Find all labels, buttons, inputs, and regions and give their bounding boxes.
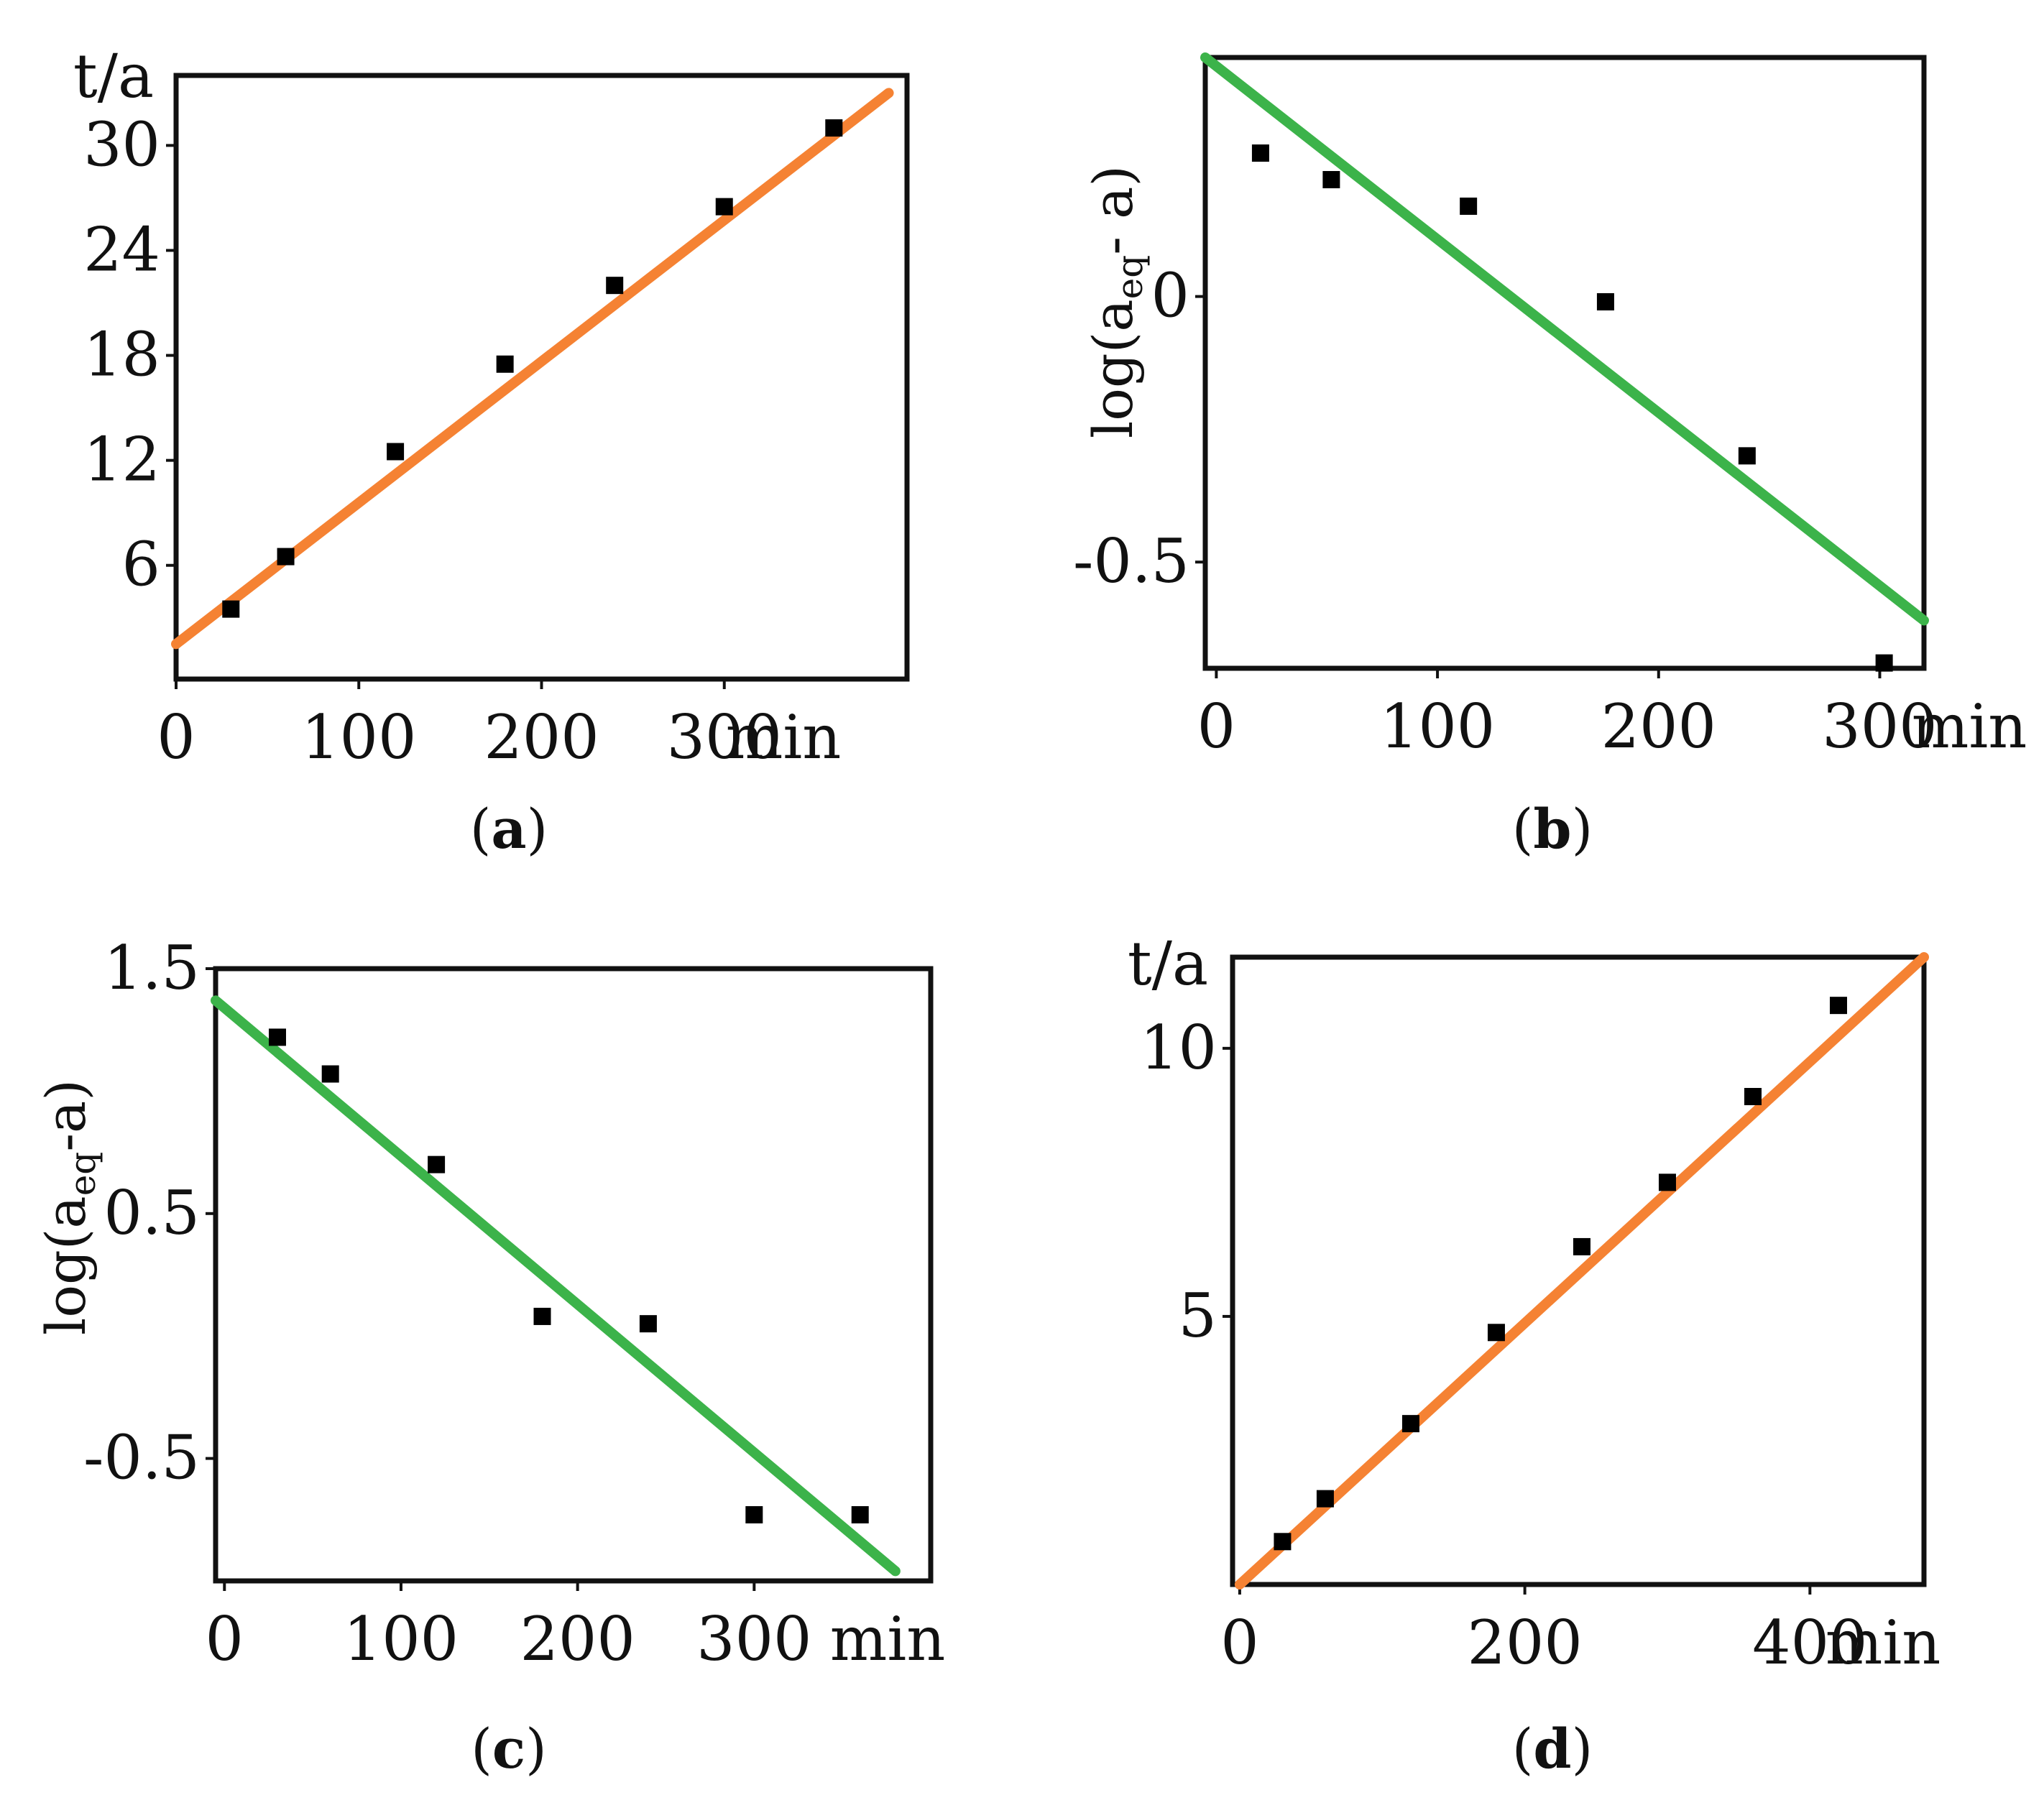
data-point: [496, 355, 514, 373]
x-tick-label: 200: [520, 1604, 635, 1674]
x-tick-label: 0: [1220, 1607, 1258, 1678]
x-tick-label: 0: [1197, 691, 1235, 762]
data-point: [1401, 1415, 1419, 1433]
data-point: [639, 1315, 657, 1333]
y-tick-label: -0.5: [83, 1423, 200, 1493]
y-axis-label: t/a: [73, 41, 154, 111]
x-axis-unit-label: min: [1826, 1607, 1941, 1678]
data-point: [277, 548, 295, 566]
y-tick-label: 1.5: [103, 933, 200, 1003]
x-axis-unit-label: min: [830, 1604, 946, 1674]
data-point: [1738, 447, 1756, 465]
y-axis-label: log(aeq-a): [34, 1079, 103, 1335]
data-point: [1875, 654, 1893, 672]
fit-line: [1234, 952, 1929, 1590]
x-tick-label: 200: [1601, 691, 1716, 762]
plot-frame: [1230, 954, 1927, 1587]
x-axis-unit-label: min: [1912, 691, 2027, 762]
x-tick-label: 200: [1467, 1607, 1582, 1678]
panel-caption: (a): [470, 797, 548, 861]
data-point: [222, 600, 240, 618]
data-point: [715, 198, 733, 216]
data-point: [1316, 1490, 1334, 1508]
x-tick-label: 100: [301, 702, 416, 772]
data-point: [1322, 171, 1340, 188]
data-point: [825, 119, 843, 137]
data-point: [533, 1307, 551, 1325]
data-point: [745, 1505, 763, 1523]
y-tick-label: 10: [1140, 1012, 1217, 1083]
data-point: [387, 443, 405, 461]
x-tick-label: 300: [667, 702, 782, 772]
x-tick-label: 400: [1752, 1607, 1867, 1678]
y-tick-label: 6: [122, 530, 160, 600]
panel-caption: (c): [471, 1717, 547, 1781]
x-tick-label: 300: [1822, 691, 1937, 762]
y-tick-label: 0.5: [103, 1178, 200, 1248]
panel-caption: (d): [1512, 1717, 1593, 1781]
x-tick-label: 200: [484, 702, 599, 772]
y-tick-label: 30: [83, 109, 160, 180]
x-tick-label: 0: [206, 1604, 244, 1674]
y-axis-label: log(aeq- a): [1081, 165, 1151, 438]
plot-frame: [213, 966, 934, 1584]
fit-line: [1200, 52, 1929, 626]
y-tick-label: 0: [1151, 261, 1189, 331]
x-axis-unit-label: min: [726, 702, 842, 772]
data-point: [1658, 1173, 1676, 1191]
x-tick-label: 300: [696, 1604, 811, 1674]
data-point: [1829, 997, 1847, 1015]
x-tick-label: 0: [157, 702, 195, 772]
data-point: [606, 277, 624, 295]
data-point: [851, 1505, 869, 1523]
y-tick-label: -0.5: [1073, 526, 1189, 596]
fit-line: [171, 88, 894, 650]
data-point: [321, 1065, 339, 1083]
y-tick-label: 24: [83, 214, 160, 285]
data-point: [1460, 197, 1478, 215]
data-point: [268, 1028, 286, 1046]
data-point: [1274, 1533, 1292, 1551]
data-point: [1744, 1088, 1762, 1105]
y-tick-label: 5: [1179, 1281, 1217, 1351]
y-axis-label: t/a: [1128, 928, 1208, 999]
panel-caption: (b): [1512, 797, 1593, 861]
x-tick-label: 100: [344, 1604, 459, 1674]
data-point: [1251, 144, 1269, 162]
y-tick-label: 12: [83, 425, 160, 495]
data-point: [428, 1155, 446, 1173]
x-tick-label: 100: [1380, 691, 1495, 762]
fit-line: [211, 995, 901, 1577]
y-tick-label: 18: [83, 320, 160, 390]
data-point: [1573, 1237, 1590, 1255]
plot-frame: [1202, 55, 1927, 671]
data-point: [1487, 1324, 1505, 1342]
chart-c: 0 100 200 300 min 1.5 0.5 -0.5 log(aeq-a) (c): [34, 933, 945, 1781]
data-point: [1596, 293, 1614, 310]
